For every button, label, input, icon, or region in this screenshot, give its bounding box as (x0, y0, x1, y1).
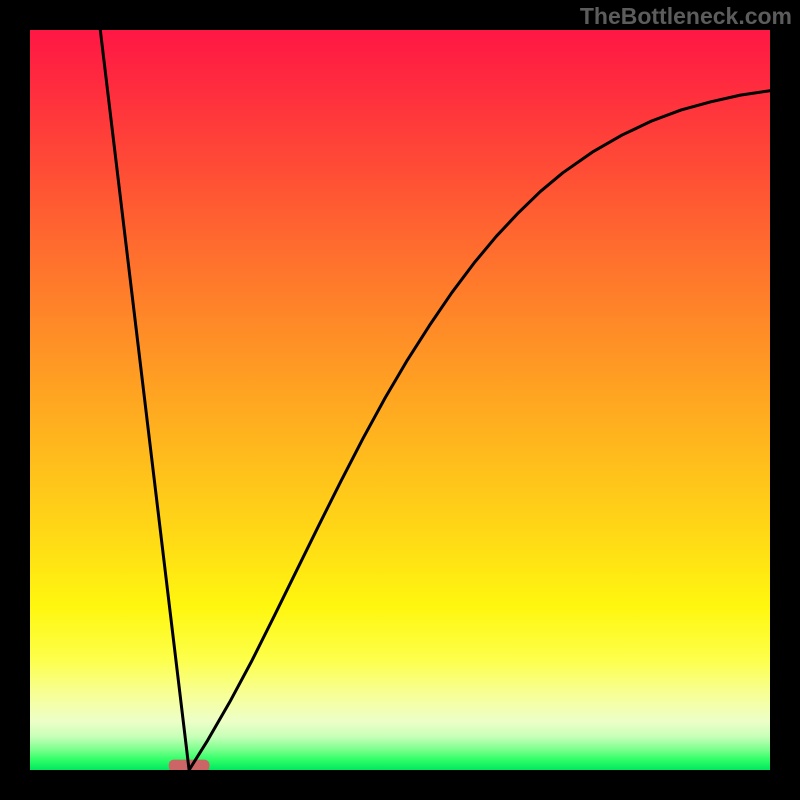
plot-svg (30, 30, 770, 770)
frame-right (770, 0, 800, 800)
plot-area (30, 30, 770, 770)
frame-bottom (0, 770, 800, 800)
watermark-text: TheBottleneck.com (580, 3, 792, 30)
frame-left (0, 0, 30, 800)
gradient-background (30, 30, 770, 770)
